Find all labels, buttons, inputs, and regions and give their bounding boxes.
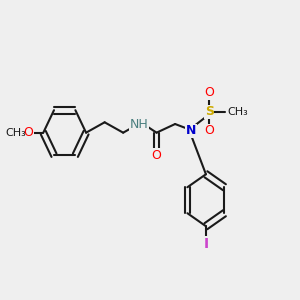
Text: CH₃: CH₃ <box>227 107 248 117</box>
Text: CH₃: CH₃ <box>5 128 26 138</box>
Text: NH: NH <box>130 118 148 130</box>
Text: I: I <box>203 236 208 250</box>
Text: O: O <box>204 86 214 99</box>
Text: O: O <box>204 124 214 137</box>
Text: S: S <box>205 105 214 119</box>
Text: O: O <box>23 126 33 139</box>
Text: N: N <box>186 124 196 137</box>
Text: O: O <box>152 149 161 162</box>
